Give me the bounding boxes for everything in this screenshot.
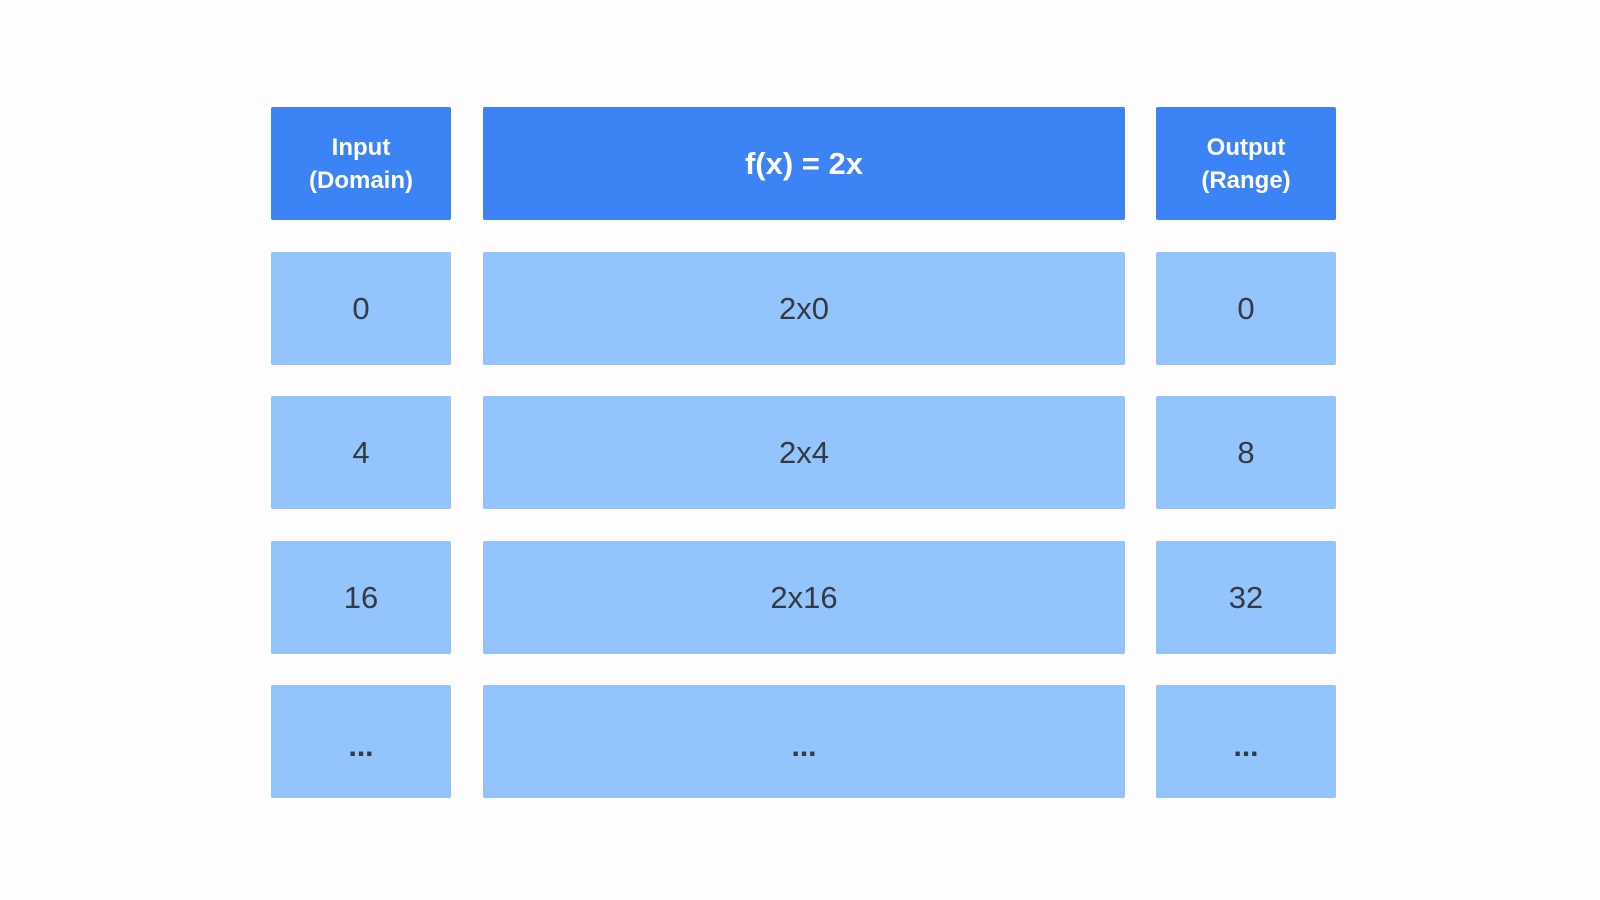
input-cell: 0 [271, 252, 451, 365]
expression-ellipsis-cell: ... [483, 685, 1125, 798]
input-ellipsis-cell: ... [271, 685, 451, 798]
expression-cell: 2x0 [483, 252, 1125, 365]
output-ellipsis-cell: ... [1156, 685, 1336, 798]
input-cell: 4 [271, 396, 451, 509]
expression-cell: 2x4 [483, 396, 1125, 509]
output-cell: 0 [1156, 252, 1336, 365]
input-cell: 16 [271, 541, 451, 654]
output-cell: 8 [1156, 396, 1336, 509]
expression-cell: 2x16 [483, 541, 1125, 654]
function-header: f(x) = 2x [483, 107, 1125, 220]
output-cell: 32 [1156, 541, 1336, 654]
output-range-header: Output (Range) [1156, 107, 1336, 220]
input-domain-header: Input (Domain) [271, 107, 451, 220]
